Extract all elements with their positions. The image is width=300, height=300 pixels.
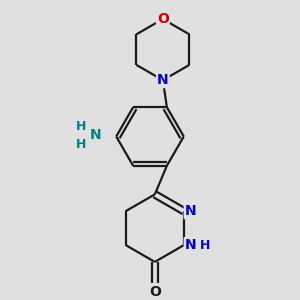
Text: N: N xyxy=(90,128,102,142)
Text: H: H xyxy=(76,120,87,133)
Text: O: O xyxy=(149,285,161,299)
Text: N: N xyxy=(185,204,196,218)
Text: N: N xyxy=(185,238,196,252)
Text: H: H xyxy=(76,138,87,151)
Text: N: N xyxy=(157,73,169,87)
Text: H: H xyxy=(200,238,210,251)
Text: O: O xyxy=(157,12,169,26)
